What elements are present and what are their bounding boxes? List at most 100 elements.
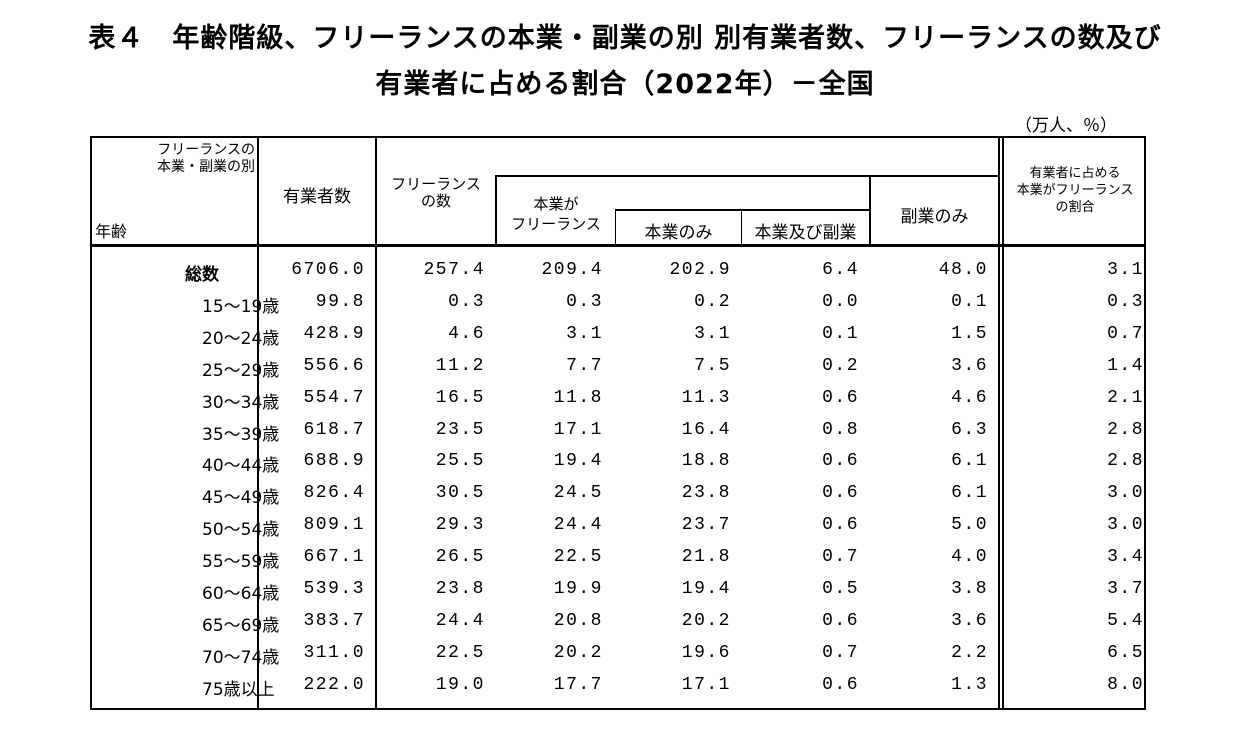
value-cell: 3.0	[1107, 515, 1144, 536]
table-row: 70～74歳	[90, 643, 1146, 671]
value-cell: 48.0	[938, 260, 988, 280]
data-table	[90, 136, 1146, 710]
table-row: 15～19歳	[90, 292, 1146, 320]
value-cell: 0.6	[822, 515, 859, 536]
divider	[495, 176, 497, 245]
value-cell: 23.8	[435, 579, 485, 599]
value-cell: 24.4	[553, 515, 603, 536]
table-row: 30～34歳	[90, 388, 1146, 416]
side-only-header: 副業のみ	[900, 207, 969, 227]
value-cell: 554.7	[303, 387, 365, 408]
value-cell: 257.4	[423, 260, 485, 280]
divider	[615, 209, 871, 211]
value-cell: 29.3	[435, 515, 485, 536]
age-cell: 15～19歳	[202, 296, 280, 317]
value-cell: 0.3	[448, 291, 485, 312]
age-header: 年齢	[95, 222, 128, 241]
value-cell: 19.9	[553, 579, 603, 599]
value-cell: 17.1	[681, 674, 731, 695]
main-and-side-header: 本業及び副業	[754, 223, 857, 243]
value-cell: 1.4	[1107, 355, 1144, 376]
value-cell: 17.1	[553, 419, 603, 440]
value-cell: 0.0	[822, 291, 859, 312]
value-cell: 0.5	[822, 579, 859, 599]
value-cell: 2.2	[951, 642, 988, 663]
value-cell: 1.5	[951, 323, 988, 344]
employed-header: 有業者数	[283, 187, 351, 207]
age-cell: 70～74歳	[202, 647, 280, 668]
value-cell: 556.6	[303, 355, 365, 376]
value-cell: 2.1	[1107, 387, 1144, 408]
value-cell: 19.0	[435, 674, 485, 695]
age-cell: 60～64歳	[202, 584, 280, 604]
value-cell: 0.6	[822, 674, 859, 695]
value-cell: 3.8	[951, 579, 988, 599]
value-cell: 3.1	[566, 323, 603, 344]
table-row: 総数	[90, 260, 1146, 288]
value-cell: 23.5	[435, 419, 485, 440]
age-cell: 20～24歳	[202, 328, 280, 349]
value-cell: 826.4	[303, 483, 365, 504]
value-cell: 3.4	[1107, 547, 1144, 568]
value-cell: 22.5	[435, 642, 485, 663]
value-cell: 618.7	[303, 419, 365, 440]
freelance-header: フリーランス の数	[377, 176, 495, 210]
value-cell: 11.8	[553, 387, 603, 408]
value-cell: 11.2	[435, 355, 485, 376]
value-cell: 5.0	[951, 515, 988, 536]
value-cell: 0.6	[822, 451, 859, 472]
value-cell: 2.8	[1107, 419, 1144, 440]
value-cell: 19.4	[681, 579, 731, 599]
age-cell: 総数	[185, 265, 219, 285]
value-cell: 18.8	[681, 451, 731, 472]
value-cell: 0.1	[822, 323, 859, 344]
unit-label: （万人、％）	[1015, 116, 1117, 136]
value-cell: 6.4	[822, 260, 859, 280]
age-cell: 35～39歳	[202, 424, 280, 445]
value-cell: 7.5	[694, 355, 731, 376]
value-cell: 0.2	[694, 291, 731, 312]
value-cell: 3.6	[951, 355, 988, 376]
divider	[375, 136, 377, 710]
value-cell: 0.7	[1107, 323, 1144, 344]
value-cell: 3.6	[951, 610, 988, 631]
header-label: フリーランス	[511, 215, 601, 233]
value-cell: 24.4	[435, 610, 485, 631]
value-cell: 2.8	[1107, 451, 1144, 472]
corner-label: フリーランスの	[157, 142, 255, 158]
value-cell: 667.1	[303, 547, 365, 568]
divider	[1002, 136, 1004, 710]
corner-header: フリーランスの 本業・副業の別	[100, 142, 255, 176]
header-label: の割合	[1055, 200, 1095, 215]
table-row: 20～24歳	[90, 324, 1146, 352]
value-cell: 20.8	[553, 610, 603, 631]
value-cell: 21.8	[681, 547, 731, 568]
divider	[495, 175, 1000, 177]
value-cell: 26.5	[435, 547, 485, 568]
value-cell: 209.4	[541, 260, 603, 280]
value-cell: 20.2	[681, 610, 731, 631]
value-cell: 0.1	[951, 291, 988, 312]
divider	[257, 136, 259, 710]
age-cell: 75歳以上	[202, 679, 275, 700]
table-row: 25～29歳	[90, 356, 1146, 384]
value-cell: 25.5	[435, 451, 485, 472]
value-cell: 6.1	[951, 483, 988, 504]
value-cell: 16.5	[435, 387, 485, 408]
value-cell: 202.9	[669, 260, 731, 280]
value-cell: 0.8	[822, 419, 859, 440]
value-cell: 0.6	[822, 483, 859, 504]
value-cell: 6.5	[1107, 642, 1144, 663]
value-cell: 4.6	[951, 387, 988, 408]
age-cell: 25～29歳	[202, 360, 280, 381]
value-cell: 6706.0	[291, 260, 365, 280]
header-divider	[90, 244, 1146, 247]
age-cell: 45～49歳	[202, 488, 280, 509]
title-line-2: 有業者に占める割合（2022年）－全国	[375, 69, 875, 100]
divider	[998, 136, 1000, 710]
value-cell: 688.9	[303, 451, 365, 472]
value-cell: 4.0	[951, 547, 988, 568]
value-cell: 11.3	[681, 387, 731, 408]
value-cell: 3.1	[694, 323, 731, 344]
value-cell: 6.3	[951, 419, 988, 440]
